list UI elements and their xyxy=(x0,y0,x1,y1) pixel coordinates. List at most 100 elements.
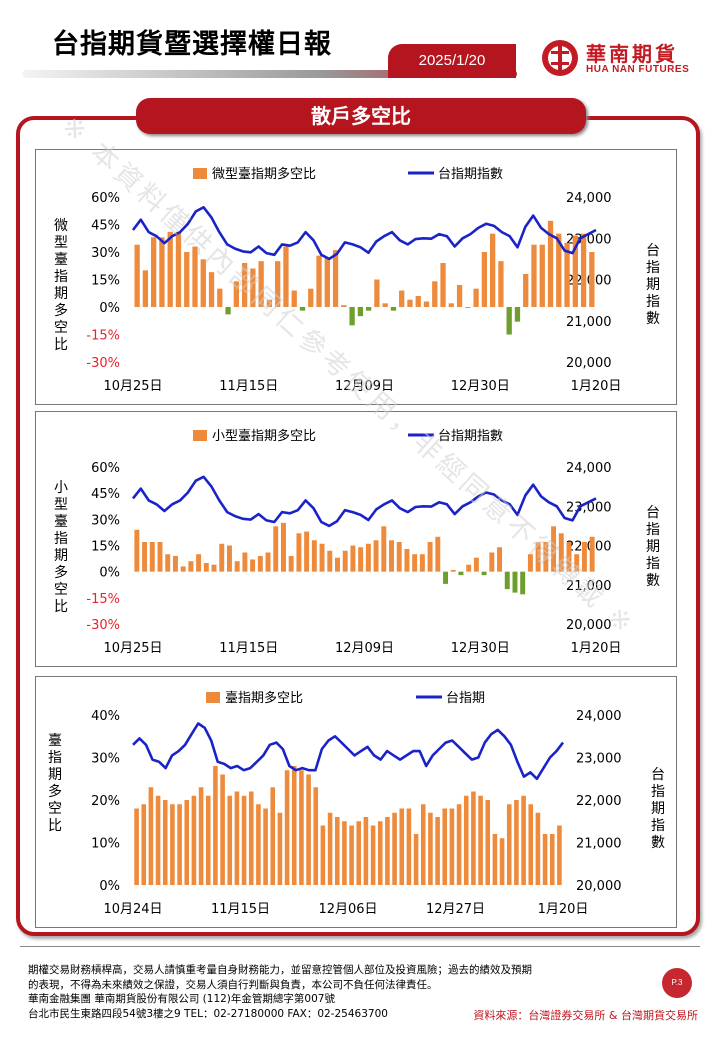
y-axis-label-char: 小 xyxy=(54,480,68,496)
bar xyxy=(320,825,326,885)
bar xyxy=(291,290,297,307)
bar xyxy=(275,261,281,307)
footer-divider xyxy=(20,946,700,947)
bar xyxy=(427,542,433,572)
bar xyxy=(566,542,572,572)
y2-axis-label-char: 指 xyxy=(646,556,660,572)
report-date: 2025/1/20 xyxy=(388,44,516,78)
y2-tick-label: 24,000 xyxy=(576,709,622,724)
bar xyxy=(406,808,412,885)
bar xyxy=(443,571,448,584)
disclaimer-line: 的表現，不得為未來績效之保證，交易人須自行判斷與負責，本公司不負任何法律責任。 xyxy=(28,978,438,991)
chart-taiex-ratio: 臺指期多空比 台指期40%30%20%10%0%24,00023,00022,00… xyxy=(48,690,665,917)
bar xyxy=(184,800,190,885)
bar xyxy=(342,550,348,572)
bar xyxy=(304,531,310,572)
bar xyxy=(512,571,518,593)
bar xyxy=(543,542,549,572)
bar xyxy=(506,307,512,335)
bar xyxy=(155,795,161,885)
legend-bar-label: 臺指期多空比 xyxy=(225,690,303,706)
y2-axis-label-char: 台 xyxy=(646,505,660,521)
y-axis-label-char: 指 xyxy=(48,750,62,766)
bar xyxy=(365,543,371,572)
bar xyxy=(449,808,455,885)
y-tick-label: 0% xyxy=(99,879,120,894)
y-axis-label-char: 多 xyxy=(54,564,68,581)
bar xyxy=(531,244,537,307)
disclaimer-line: 期權交易財務槓桿高，交易人請慎重考量自身財務能力，並留意控管個人部位及投資風險；… xyxy=(28,964,532,976)
chart-panel-mini: 小型臺指期多空比 台指期指數 60% 45% 30% 15% 0% -15% -30% 24,00… xyxy=(35,411,677,667)
bar xyxy=(374,279,380,307)
bar xyxy=(296,533,302,572)
y-axis-label-char: 比 xyxy=(54,337,68,353)
bar xyxy=(220,774,225,885)
bar xyxy=(404,548,410,572)
brand-name-cn: 華南期貨 xyxy=(586,42,678,66)
y2-tick-label: 20,000 xyxy=(566,356,612,371)
x-tick-label: 1月20日 xyxy=(571,641,622,656)
bar xyxy=(390,307,397,311)
bar xyxy=(471,791,476,885)
bar xyxy=(458,571,464,576)
y-axis-label-char: 微 xyxy=(54,218,68,234)
chart-panel-micro: 微型臺指期多空比 台指期指數 60% 45% 30% 15% 0% -15% -30% 24,00… xyxy=(35,149,677,405)
bar xyxy=(149,542,155,572)
y-axis-label-char: 臺 xyxy=(54,252,68,268)
bar xyxy=(332,250,339,307)
x-tick-label: 1月20日 xyxy=(538,902,589,917)
bar xyxy=(203,562,209,572)
y2-axis-label-char: 期 xyxy=(646,539,660,555)
y-tick-label: 10% xyxy=(91,837,120,852)
bar xyxy=(141,804,147,885)
bar xyxy=(162,800,168,885)
y-tick-label: -30% xyxy=(86,618,120,633)
bar xyxy=(478,795,483,885)
x-tick-label: 12月30日 xyxy=(451,641,510,656)
bar xyxy=(192,246,198,307)
y-tick-label: -15% xyxy=(86,592,120,607)
y2-axis-label-char: 數 xyxy=(651,835,665,851)
bar xyxy=(551,526,557,572)
bar xyxy=(435,536,441,572)
bar xyxy=(134,808,139,885)
bar xyxy=(435,817,440,885)
chart-micro-taiex-ratio: 微型臺指期多空比 台指期指數60%45%30%15%0%-15%-30%24,00… xyxy=(54,166,660,394)
bar xyxy=(299,770,304,885)
bar xyxy=(284,770,290,885)
y2-tick-label: 22,000 xyxy=(576,794,622,809)
bar xyxy=(473,288,479,307)
bar xyxy=(170,804,175,885)
bar xyxy=(377,821,383,885)
bar xyxy=(208,272,215,307)
bar xyxy=(466,564,472,572)
bar xyxy=(415,296,421,307)
bar xyxy=(396,542,402,572)
bar xyxy=(535,542,541,572)
company-address: 台北市民生東路四段54號3樓之9 TEL：02-27180000 FAX：02-… xyxy=(28,1007,388,1020)
bar xyxy=(172,555,178,572)
index-line xyxy=(131,205,597,261)
bar xyxy=(420,804,426,885)
bar xyxy=(506,804,512,885)
y2-axis-label-char: 數 xyxy=(646,573,660,589)
bar xyxy=(489,552,495,572)
y-axis-label-char: 期 xyxy=(54,286,68,302)
y-tick-label: 15% xyxy=(91,274,120,289)
bar xyxy=(589,536,595,572)
bar xyxy=(242,552,248,572)
report-title: 台指期貨暨選擇權日報 xyxy=(52,29,332,60)
index-line xyxy=(131,475,597,528)
y2-axis-label-char: 指 xyxy=(646,522,660,538)
bar xyxy=(419,554,425,572)
bar xyxy=(528,804,534,885)
bar xyxy=(456,804,462,885)
bar xyxy=(492,834,498,885)
bar xyxy=(233,281,239,307)
y2-axis-label-char: 指 xyxy=(651,784,665,800)
y2-axis-label-char: 期 xyxy=(651,801,665,817)
bar xyxy=(535,812,541,885)
huanan-logo-icon xyxy=(542,40,578,76)
bar xyxy=(241,795,247,885)
bar xyxy=(413,834,419,885)
